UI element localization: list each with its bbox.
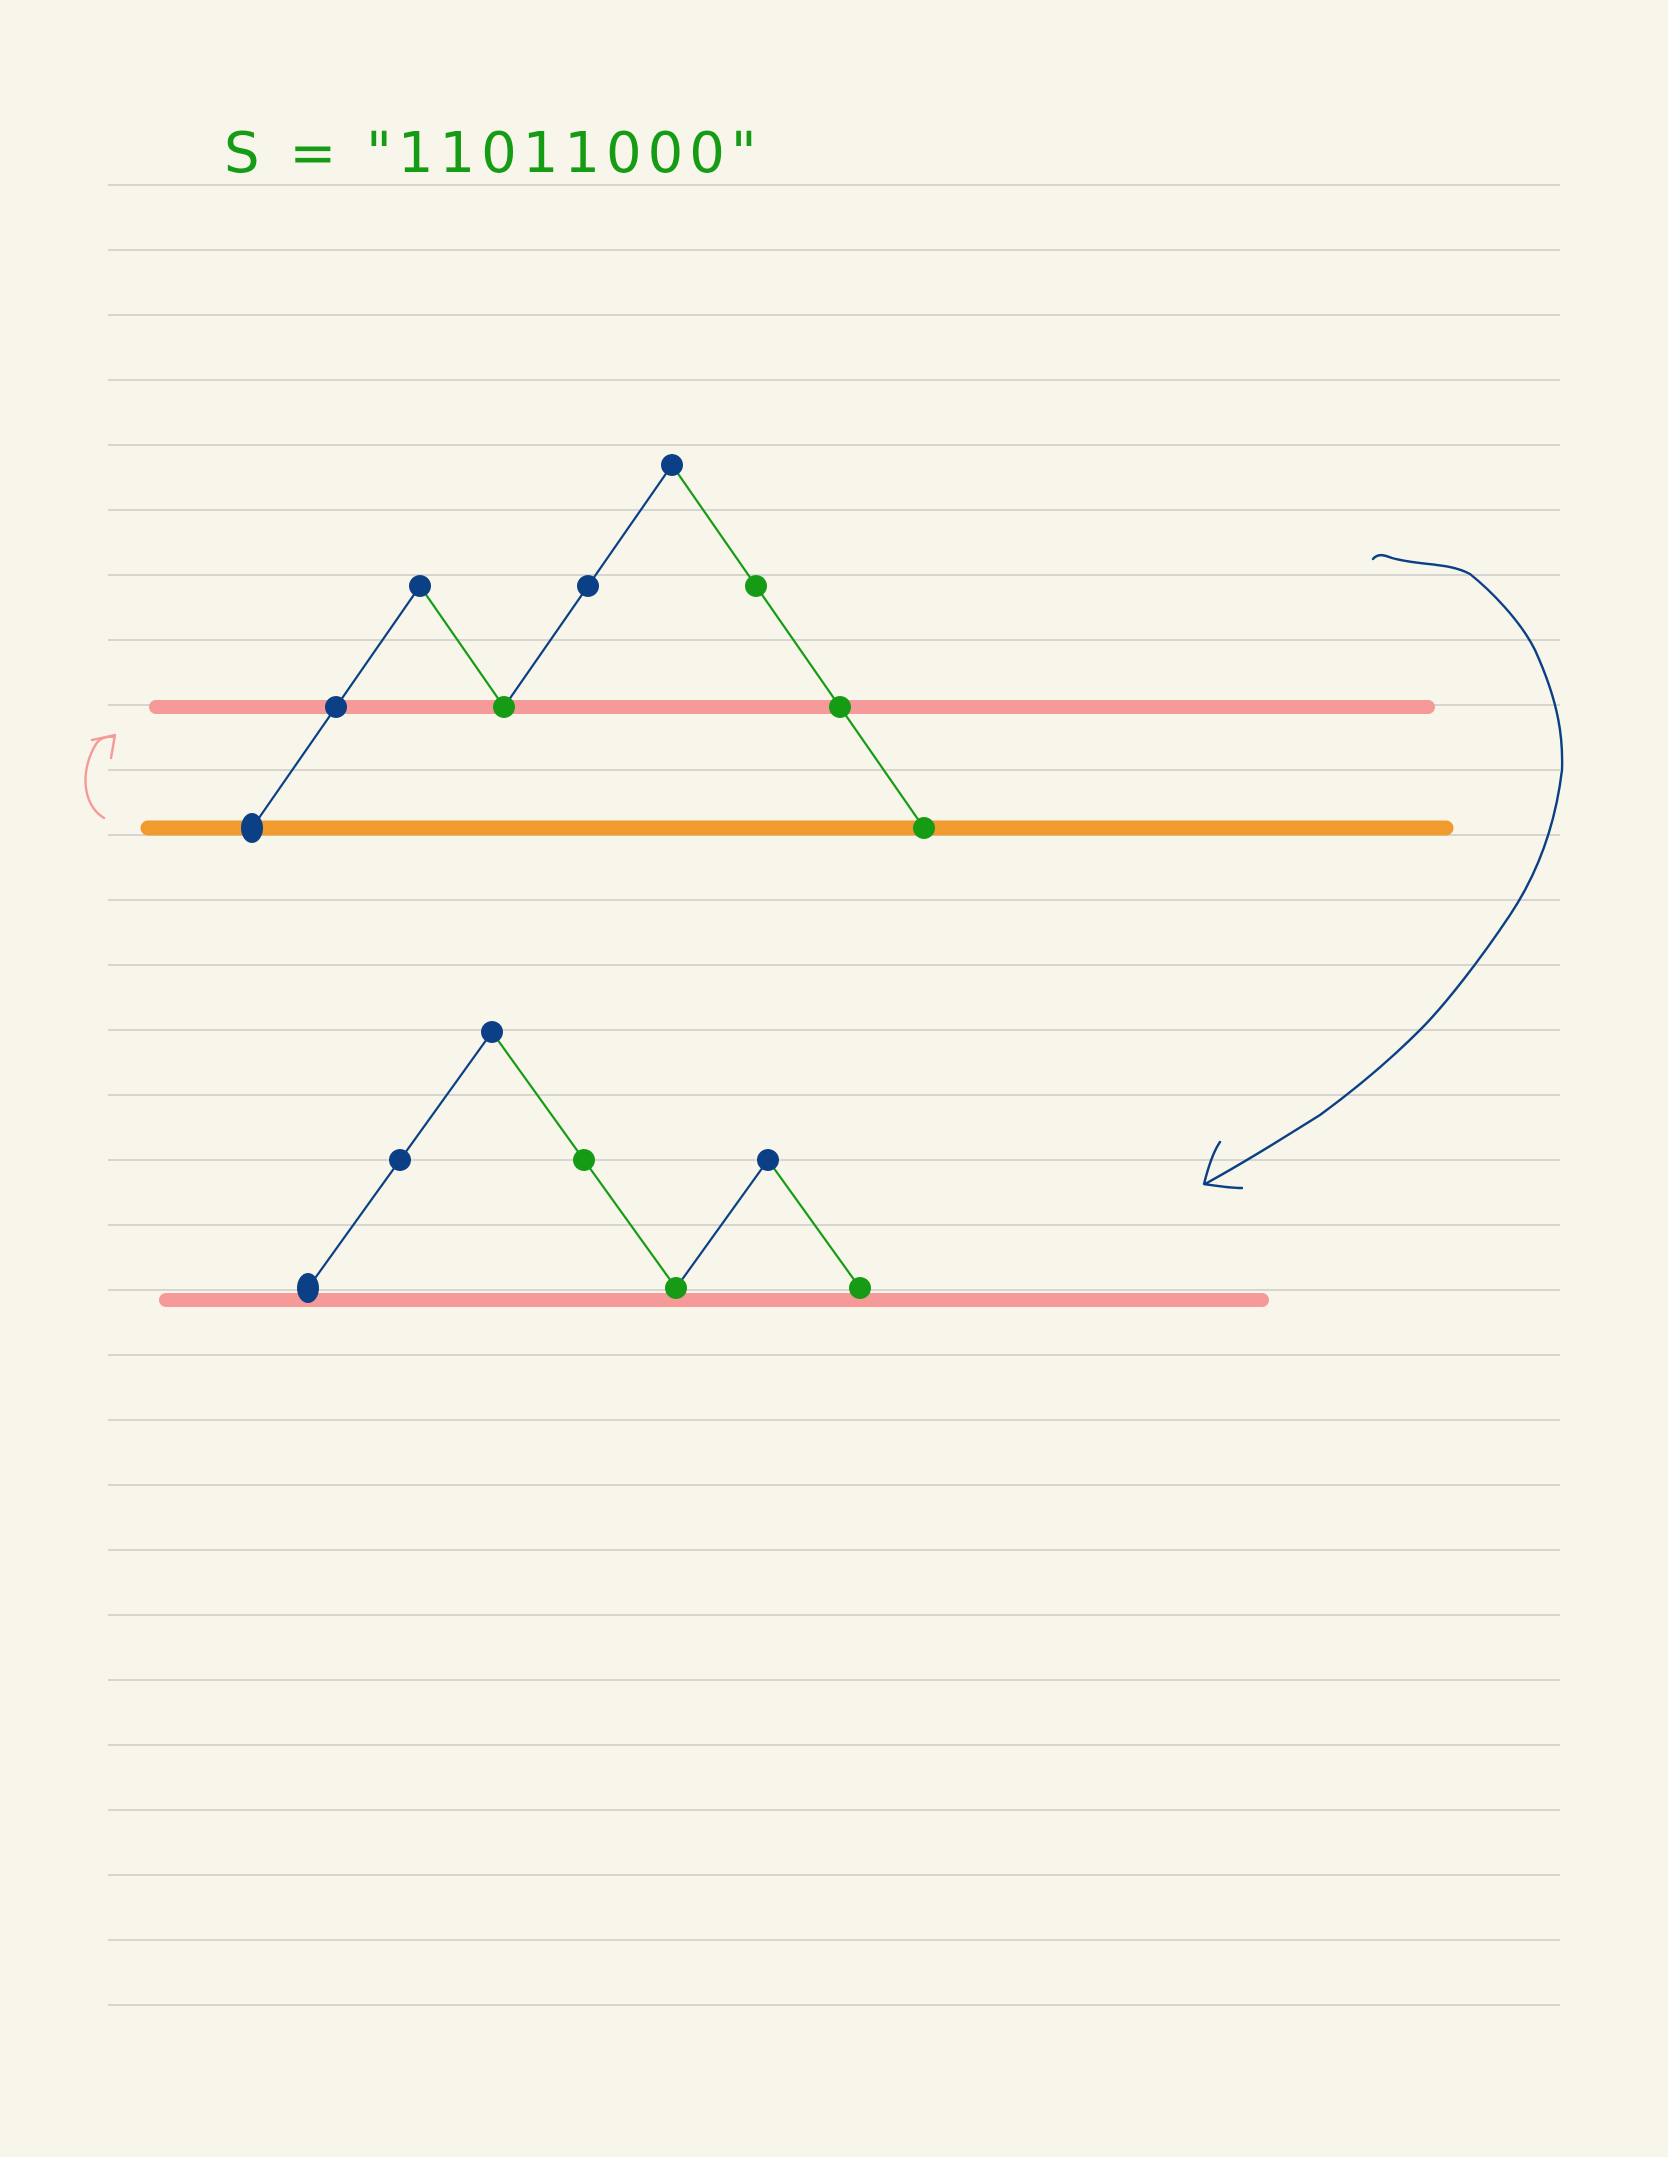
top-point <box>493 696 515 718</box>
top-step-down <box>418 584 506 709</box>
top-step-down <box>754 584 842 709</box>
bottom-point <box>757 1149 779 1171</box>
ruled-lines <box>108 184 1560 2006</box>
bottom-step-down <box>582 1158 678 1290</box>
string-definition-heading: S = "11011000" <box>224 121 763 186</box>
top-point <box>241 813 263 843</box>
top-point <box>913 817 935 839</box>
curved-arrow-down-left-icon <box>1202 553 1564 1190</box>
top-point <box>745 575 767 597</box>
bottom-step-up <box>674 1158 770 1290</box>
bottom-point <box>481 1021 503 1043</box>
bottom-point <box>849 1277 871 1299</box>
bottom-step-down <box>490 1030 586 1162</box>
bottom-step-up <box>398 1030 494 1162</box>
top-point <box>661 454 683 476</box>
top-point <box>325 696 347 718</box>
top-step-up <box>250 705 338 830</box>
bottom-point <box>665 1277 687 1299</box>
top-mountain-path <box>241 454 935 843</box>
curved-arrow-up-icon <box>84 733 117 820</box>
bottom-point <box>573 1149 595 1171</box>
top-step-down <box>670 463 758 588</box>
bottom-step-down <box>766 1158 862 1290</box>
bottom-point <box>389 1149 411 1171</box>
top-step-down <box>838 705 926 830</box>
top-step-up <box>586 463 674 588</box>
top-step-up <box>334 584 422 709</box>
top-point <box>409 575 431 597</box>
top-point <box>829 696 851 718</box>
top-step-up <box>502 584 590 709</box>
bottom-point <box>297 1273 319 1303</box>
bottom-step-up <box>306 1158 402 1290</box>
bottom-mountain-path <box>297 1021 871 1303</box>
top-point <box>577 575 599 597</box>
